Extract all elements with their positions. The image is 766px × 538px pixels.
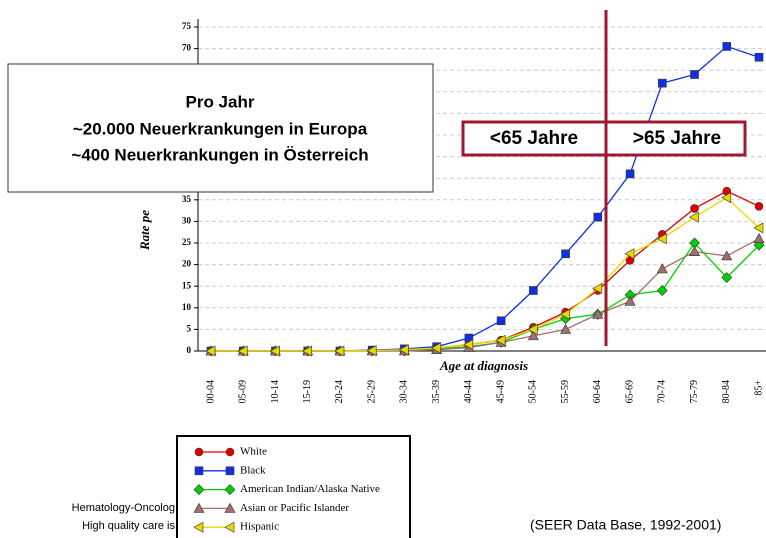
data-point [269, 345, 280, 357]
source: (SEER Data Base, 1992-2001) [530, 517, 721, 533]
data-point [463, 339, 474, 351]
data-point [656, 263, 668, 274]
legend: White Black American Indian/Alaska Native A… [176, 435, 411, 538]
y-tick-label: 15 [182, 280, 192, 290]
data-point [753, 233, 765, 243]
legend-marker [194, 447, 204, 457]
footer-text: Hematology-Oncolog [72, 502, 175, 514]
data-point [302, 345, 313, 357]
legend-label: Hispanic [240, 521, 279, 533]
data-point [688, 211, 699, 223]
data-point [657, 78, 667, 88]
y-tick-label: 25 [182, 237, 192, 247]
data-point [527, 323, 538, 335]
data-point [529, 286, 538, 295]
legend-marker [224, 521, 235, 533]
data-point [624, 295, 636, 306]
x-tick-label: 00-04 [205, 380, 216, 403]
info-line: ~400 Neuerkrankungen in Österreich [71, 145, 368, 164]
data-point [624, 248, 635, 260]
legend-marker [194, 466, 204, 476]
data-point [656, 285, 668, 296]
data-point [561, 249, 570, 259]
x-tick-label: 50-54 [528, 380, 539, 403]
x-tick-label: 70-74 [657, 380, 668, 403]
y-tick-label: 35 [182, 194, 192, 204]
x-tick-label: 80-84 [721, 380, 732, 403]
data-point [431, 342, 441, 354]
x-tick-label: 85+ [753, 380, 764, 396]
data-point [754, 201, 764, 211]
y-tick-label: 0 [187, 345, 192, 355]
info-title: Pro Jahr [186, 92, 255, 111]
data-point [721, 250, 733, 261]
x-tick-label: 60-64 [592, 380, 603, 403]
x-tick-label: 25-29 [366, 380, 377, 403]
y-tick-label: 20 [182, 259, 192, 269]
data-point [237, 345, 248, 357]
data-point [559, 308, 570, 320]
data-point [592, 308, 604, 319]
data-point [689, 246, 701, 256]
legend-box [176, 435, 411, 538]
x-tick-label: 55-59 [560, 380, 571, 403]
x-axis-label: Age at diagnosis [439, 358, 528, 373]
data-point [656, 233, 667, 245]
x-tick-label: 45-49 [495, 380, 506, 403]
data-point [495, 334, 506, 346]
y-tick-label: 5 [187, 323, 192, 333]
y-tick-label: 30 [182, 215, 192, 225]
data-point [496, 316, 506, 326]
x-tick-label: 30-34 [399, 380, 410, 403]
age-left: <65 Jahre [490, 128, 578, 149]
data-point [592, 282, 603, 294]
data-point [721, 272, 733, 283]
data-point [334, 345, 345, 357]
x-tick-label: 35-39 [431, 380, 442, 403]
x-tick-label: 75-79 [689, 380, 700, 403]
data-point [690, 204, 699, 213]
legend-marker [193, 502, 205, 513]
legend-label: Asian or Pacific Islander [240, 502, 349, 514]
data-point [754, 52, 764, 62]
x-tick-label: 05-09 [238, 380, 249, 403]
legend-label: Black [240, 464, 266, 476]
age-right: >65 Jahre [633, 128, 721, 149]
data-point [398, 344, 409, 356]
data-point [366, 345, 377, 357]
y-axis-label: Rate pe [137, 210, 152, 251]
legend-marker [193, 521, 204, 533]
legend-marker [225, 466, 235, 476]
y-tick-label: 70 [182, 43, 192, 53]
x-tick-label: 65-69 [624, 380, 635, 403]
data-point [721, 192, 732, 204]
data-point [625, 169, 635, 179]
data-point [593, 212, 603, 222]
legend-label: White [240, 446, 267, 458]
x-tick-label: 40-44 [463, 380, 474, 403]
footer-text: High quality care is [82, 520, 175, 532]
age-box [461, 120, 747, 157]
y-tick-label: 75 [182, 21, 192, 31]
info-line: ~20.000 Neuerkrankungen in Europa [73, 119, 368, 138]
data-point [527, 330, 539, 341]
legend-marker [224, 484, 236, 496]
legend-label: American Indian/Alaska Native [240, 483, 380, 495]
info-box [7, 63, 434, 193]
data-point [690, 70, 699, 79]
data-point [722, 42, 732, 51]
legend-marker [225, 447, 235, 457]
x-tick-label: 10-14 [270, 380, 281, 403]
y-tick-label: 10 [182, 302, 192, 312]
legend-marker [224, 502, 236, 513]
data-point [560, 323, 572, 334]
x-tick-label: 20-24 [334, 380, 345, 403]
data-point [753, 222, 764, 234]
data-point [205, 345, 216, 357]
legend-marker [193, 484, 205, 496]
x-tick-label: 15-19 [302, 380, 313, 403]
